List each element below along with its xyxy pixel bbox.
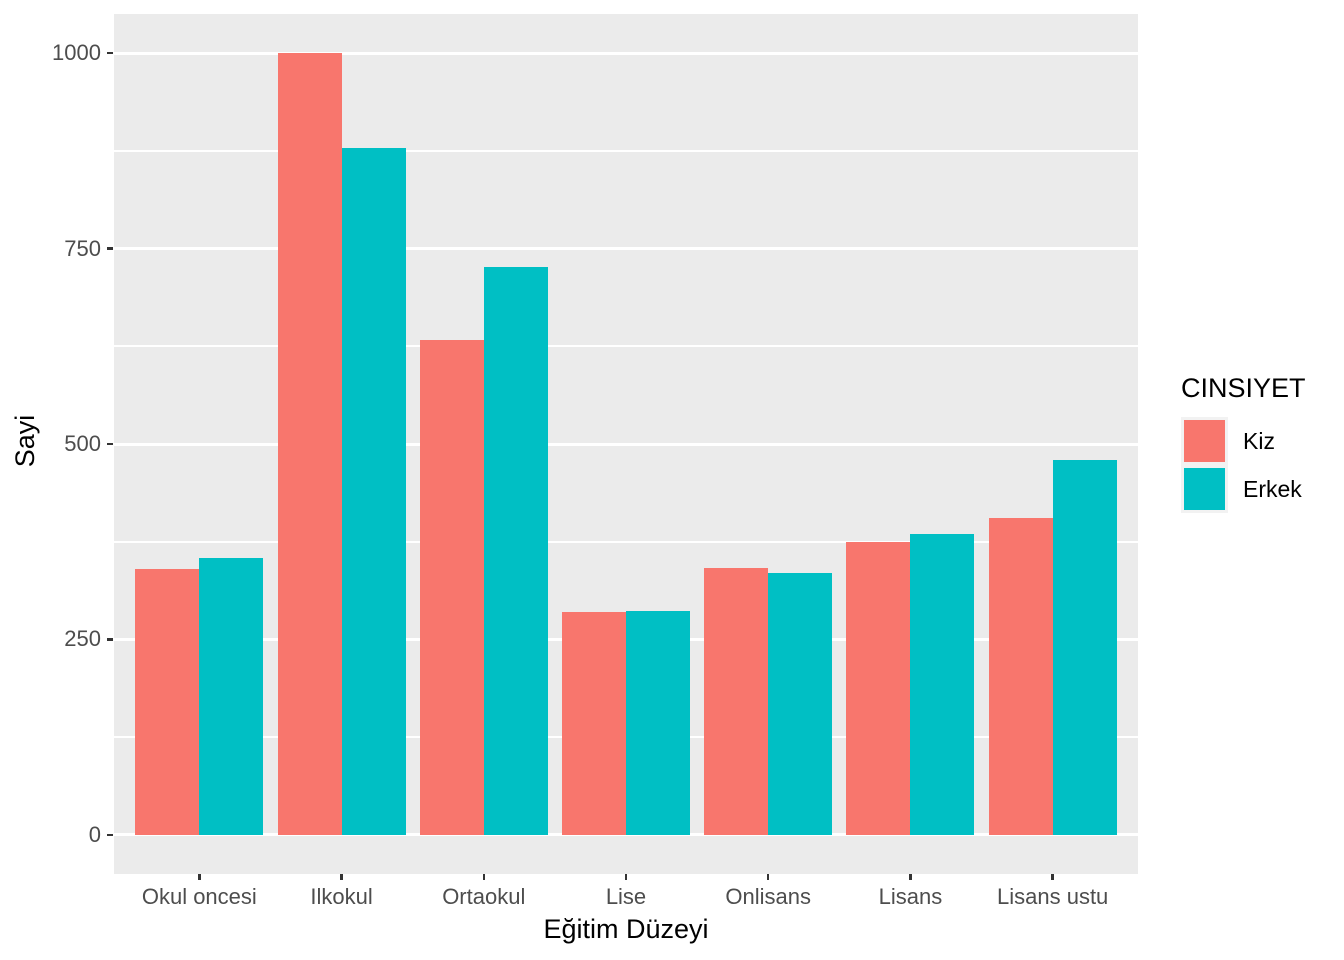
bar-kiz-6 [846,541,911,835]
legend-swatch-erkek [1184,468,1225,510]
bar-erkek-1 [199,558,264,835]
gridline-major [114,51,1138,55]
x-tick-label: Lisans [878,884,943,909]
legend-key [1181,417,1228,465]
x-axis-tick [1051,874,1054,880]
legend-label: Kiz [1243,427,1275,454]
x-axis-tick [909,874,912,880]
y-tick-label: 500 [64,431,101,456]
y-axis-tick [107,833,113,837]
x-axis-tick [767,874,770,880]
gridline-minor [114,540,1138,543]
legend-keys: Kiz Erkek [1181,417,1306,513]
legend: CINSIYET Kiz Erkek [1181,372,1306,513]
x-tick-label: Lisans ustu [997,884,1109,909]
x-axis-tick [624,874,628,880]
y-axis-tick [107,51,113,55]
bar-kiz-5 [704,568,769,835]
y-tick-label: 1000 [52,40,101,66]
legend-key [1181,465,1228,513]
x-tick-label: Okul oncesi [141,884,257,909]
gridline-minor [114,150,1138,152]
bar-erkek-6 [910,533,975,835]
bar-kiz-7 [988,518,1053,835]
x-axis-tick [198,874,201,880]
bar-kiz-2 [277,53,342,835]
bar-erkek-4 [626,610,690,835]
bar-kiz-4 [562,612,626,835]
x-tick-label: Lise [605,884,647,909]
plot-panel [114,14,1138,874]
legend-label: Erkek [1243,475,1302,502]
bar-erkek-2 [341,148,406,835]
gridline-minor [114,345,1138,348]
bar-kiz-1 [135,569,200,835]
y-tick-label: 250 [64,626,101,652]
bar-erkek-7 [1052,459,1117,835]
bar-erkek-3 [483,266,548,835]
y-tick-label: 0 [88,821,101,847]
x-axis-tick [340,874,343,880]
legend-swatch-kiz [1184,420,1225,462]
bar-erkek-5 [768,573,833,835]
x-tick-label: Ilkokul [310,884,373,909]
x-axis-tick [482,874,485,880]
y-axis-tick [107,442,113,446]
x-axis-title: Eğitim Düzeyi [543,914,709,944]
bar-kiz-3 [419,340,484,835]
gridline-major [114,247,1138,251]
y-axis-tick [107,247,113,250]
y-axis-tick [107,638,113,641]
gridline-major [114,833,1138,837]
gridline-major [114,442,1138,446]
legend-item-kiz: Kiz [1181,417,1306,465]
y-tick-label: 750 [64,235,101,261]
x-tick-label: Ortaokul [442,884,526,909]
legend-title: CINSIYET [1181,373,1306,403]
x-tick-label: Onlisans [725,884,812,909]
legend-item-erkek: Erkek [1181,465,1306,513]
